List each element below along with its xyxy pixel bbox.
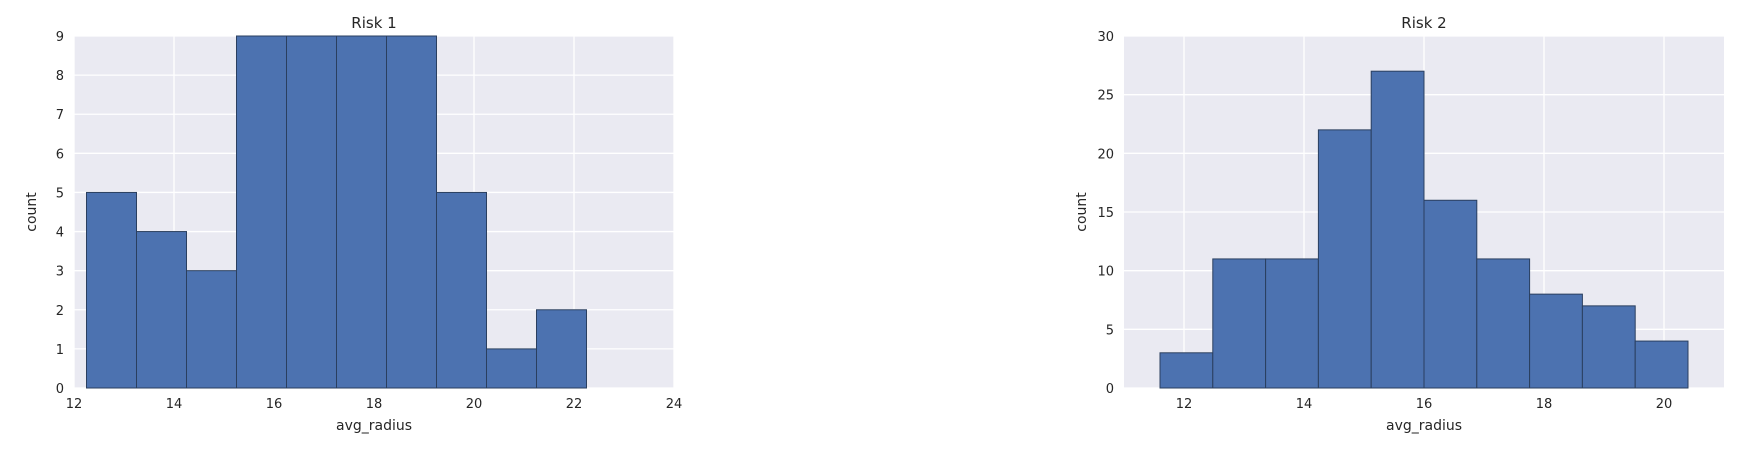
- y-tick-label: 30: [1097, 30, 1114, 45]
- x-axis-label: avg_radius: [1386, 418, 1462, 434]
- x-tick-label: 18: [366, 397, 383, 412]
- y-tick-label: 2: [56, 304, 64, 319]
- histogram-bar: [1265, 258, 1319, 389]
- histogram-bar: [1581, 305, 1636, 389]
- histogram-bar: [186, 270, 237, 389]
- x-tick-label: 16: [1416, 397, 1433, 412]
- x-tick-label: 22: [566, 397, 583, 412]
- x-tick-label: 20: [1656, 397, 1673, 412]
- x-tick-label: 16: [266, 397, 283, 412]
- histogram-bar: [386, 35, 437, 389]
- y-tick-label: 1: [56, 343, 64, 358]
- histogram-bar: [336, 35, 387, 389]
- histogram-bar: [1159, 352, 1214, 389]
- histogram-bar: [1317, 129, 1372, 389]
- chart-title: Risk 2: [1401, 14, 1446, 32]
- histogram-bar: [136, 231, 187, 389]
- y-tick-label: 15: [1097, 206, 1114, 221]
- x-tick-label: 24: [666, 397, 683, 412]
- y-tick-label: 7: [56, 108, 64, 123]
- histogram-bar: [486, 348, 537, 389]
- histogram-bar: [1634, 340, 1689, 389]
- histogram-bar: [536, 309, 587, 389]
- y-tick-label: 0: [56, 382, 64, 397]
- x-tick-label: 14: [166, 397, 183, 412]
- x-tick-label: 20: [466, 397, 483, 412]
- y-tick-label: 4: [56, 226, 64, 241]
- y-tick-label: 10: [1097, 265, 1114, 280]
- y-tick-label: 8: [56, 69, 64, 84]
- x-tick-label: 14: [1296, 397, 1313, 412]
- x-tick-label: 12: [1176, 397, 1193, 412]
- y-tick-label: 20: [1097, 147, 1114, 162]
- histogram-bar: [86, 191, 137, 389]
- histogram-bar: [286, 35, 337, 389]
- histogram-bar: [1212, 258, 1267, 389]
- y-tick-label: 25: [1097, 89, 1114, 104]
- y-tick-label: 6: [56, 147, 64, 162]
- x-tick-label: 18: [1536, 397, 1553, 412]
- histogram-bar: [1370, 70, 1425, 389]
- y-tick-label: 3: [56, 265, 64, 280]
- histogram-bar: [1423, 199, 1478, 389]
- y-tick-label: 5: [56, 186, 64, 201]
- y-tick-label: 5: [1106, 323, 1114, 338]
- chart-title: Risk 1: [351, 14, 396, 32]
- y-tick-label: 0: [1106, 382, 1114, 397]
- histogram-bar: [1476, 258, 1531, 389]
- histogram-bar: [1529, 293, 1583, 389]
- x-tick-label: 12: [66, 397, 83, 412]
- chart-2: 12 14 16 18 20 0 5 10 15 20 25 30 Risk 2 avg_radius co…: [1074, 14, 1724, 434]
- y-tick-label: 9: [56, 30, 64, 45]
- y-axis-label: count: [1074, 192, 1090, 232]
- y-axis-label: count: [24, 192, 40, 232]
- x-axis-label: avg_radius: [336, 418, 412, 434]
- histogram-bar: [436, 191, 487, 389]
- histogram-bar: [236, 35, 287, 389]
